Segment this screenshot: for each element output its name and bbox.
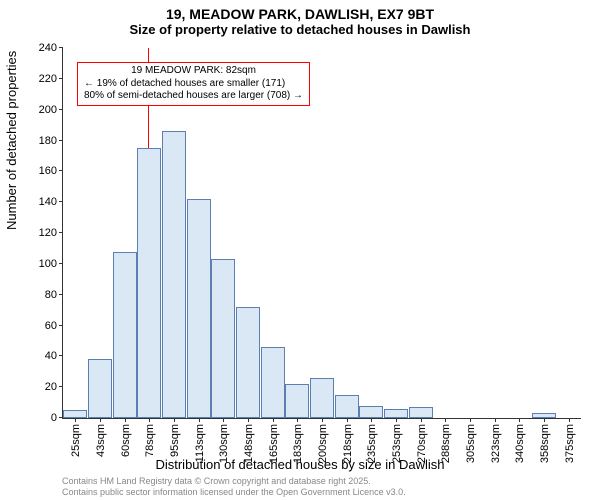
x-tick-mark [421, 418, 422, 422]
x-tick-mark [396, 418, 397, 422]
x-tick-mark [174, 418, 175, 422]
plot-area: 19 MEADOW PARK: 82sqm ← 19% of detached … [62, 48, 581, 419]
x-tick-mark [347, 418, 348, 422]
chart-subtitle: Size of property relative to detached ho… [0, 22, 600, 37]
y-tick-label: 180 [39, 135, 63, 147]
x-tick-mark [544, 418, 545, 422]
x-tick-mark [297, 418, 298, 422]
x-tick-mark [519, 418, 520, 422]
y-tick-label: 60 [45, 320, 63, 332]
y-axis-label: Number of detached properties [4, 51, 19, 230]
x-tick-mark [322, 418, 323, 422]
x-tick-mark [495, 418, 496, 422]
x-tick-mark [125, 418, 126, 422]
y-tick-label: 80 [45, 289, 63, 301]
chart-container: 19, MEADOW PARK, DAWLISH, EX7 9BT Size o… [0, 0, 600, 500]
y-tick-label: 160 [39, 165, 63, 177]
footer-credits: Contains HM Land Registry data © Crown c… [62, 476, 406, 498]
x-tick-mark [445, 418, 446, 422]
histogram-bar [285, 384, 309, 418]
annotation-line3: 80% of semi-detached houses are larger (… [84, 90, 303, 103]
y-tick-mark [59, 109, 63, 110]
annotation-line1: 19 MEADOW PARK: 82sqm [84, 65, 303, 78]
y-tick-mark [59, 78, 63, 79]
histogram-bar [187, 199, 211, 418]
x-tick-label: 43sqm [93, 424, 107, 457]
x-tick-mark [470, 418, 471, 422]
x-tick-label: 60sqm [118, 424, 132, 457]
histogram-bar [335, 395, 359, 418]
y-tick-label: 20 [45, 381, 63, 393]
x-tick-mark [248, 418, 249, 422]
y-tick-label: 0 [51, 412, 63, 424]
footer-line2: Contains public sector information licen… [62, 487, 406, 498]
y-tick-mark [59, 294, 63, 295]
chart-title: 19, MEADOW PARK, DAWLISH, EX7 9BT [0, 0, 600, 22]
histogram-bar [63, 410, 87, 418]
histogram-bar [310, 378, 334, 418]
x-tick-mark [149, 418, 150, 422]
annotation-line2: ← 19% of detached houses are smaller (17… [84, 78, 303, 91]
histogram-bar [88, 359, 112, 418]
x-tick-label: 78sqm [142, 424, 156, 457]
y-tick-mark [59, 47, 63, 48]
histogram-bar [359, 406, 383, 418]
x-axis-label: Distribution of detached houses by size … [0, 457, 600, 472]
y-tick-label: 200 [39, 104, 63, 116]
y-tick-label: 40 [45, 350, 63, 362]
histogram-bar [137, 148, 161, 418]
y-tick-mark [59, 386, 63, 387]
y-tick-mark [59, 263, 63, 264]
y-tick-mark [59, 355, 63, 356]
y-tick-mark [59, 232, 63, 233]
histogram-bar [236, 307, 260, 418]
x-tick-label: 25sqm [68, 424, 82, 457]
footer-line1: Contains HM Land Registry data © Crown c… [62, 476, 406, 487]
x-tick-mark [223, 418, 224, 422]
y-tick-mark [59, 325, 63, 326]
x-tick-mark [371, 418, 372, 422]
y-tick-mark [59, 201, 63, 202]
y-tick-mark [59, 140, 63, 141]
histogram-bar [113, 252, 137, 419]
x-tick-mark [273, 418, 274, 422]
histogram-bar [261, 347, 285, 418]
y-tick-label: 100 [39, 258, 63, 270]
histogram-bar [162, 131, 186, 418]
histogram-bar [384, 409, 408, 418]
histogram-bar [211, 259, 235, 418]
y-tick-mark [59, 170, 63, 171]
x-tick-mark [569, 418, 570, 422]
y-tick-label: 120 [39, 227, 63, 239]
histogram-bar [409, 407, 433, 418]
annotation-box: 19 MEADOW PARK: 82sqm ← 19% of detached … [77, 62, 310, 106]
x-tick-mark [75, 418, 76, 422]
x-tick-label: 95sqm [167, 424, 181, 457]
x-tick-mark [100, 418, 101, 422]
y-tick-label: 240 [39, 42, 63, 54]
x-tick-mark [199, 418, 200, 422]
y-tick-label: 220 [39, 73, 63, 85]
y-tick-label: 140 [39, 196, 63, 208]
